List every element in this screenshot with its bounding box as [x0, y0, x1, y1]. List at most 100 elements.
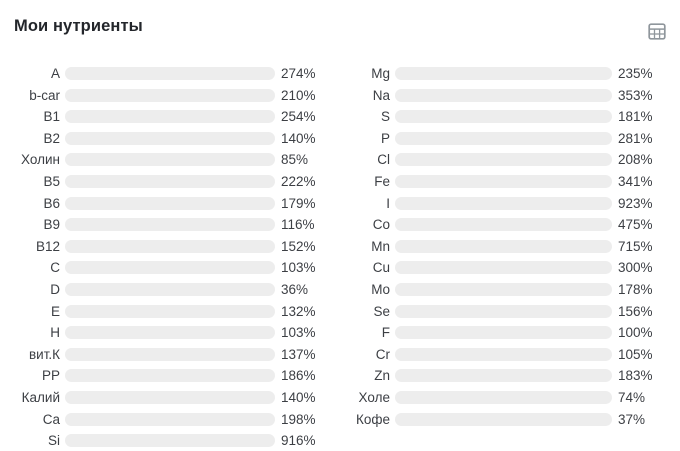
- bar-label: C: [50, 260, 60, 276]
- bar-row: E 132%: [10, 303, 327, 319]
- bar-label: D: [50, 281, 60, 297]
- bar-label: Cr: [375, 346, 390, 362]
- bar-row: Zn 183%: [340, 368, 664, 384]
- bar-track: [395, 282, 612, 296]
- bar-track: [395, 131, 612, 145]
- bar-value: 181%: [618, 109, 653, 125]
- bar-row: Cu 300%: [340, 260, 664, 276]
- bar-value: 140%: [281, 389, 316, 405]
- bar-track: [395, 239, 612, 253]
- bar-row: Mo 178%: [340, 281, 664, 297]
- table-view-button[interactable]: [646, 21, 668, 42]
- bar-row: Cl 208%: [340, 152, 664, 168]
- bar-value: 235%: [618, 66, 653, 81]
- bar-row: b-car 210%: [10, 87, 327, 103]
- bar-label: b-car: [29, 87, 60, 103]
- bar-track: [395, 174, 612, 188]
- bar-row: Кофе 37%: [340, 411, 664, 427]
- bar-label: Mo: [371, 281, 390, 297]
- bar-row: Cr 105%: [340, 346, 664, 362]
- bar-value: 103%: [281, 325, 316, 341]
- bar-row: Калий 140%: [10, 389, 327, 405]
- bar-value: 37%: [618, 411, 646, 427]
- bar-row: Na 353%: [340, 87, 664, 103]
- bar-label: Холин: [21, 152, 60, 168]
- bar-label: B1: [43, 109, 60, 125]
- bar-value: 36%: [281, 281, 309, 297]
- bar-track: [395, 110, 612, 124]
- bar-column-right: Mg 235% Na 353% S 181% P 281% Cl 208% Fe: [340, 67, 664, 447]
- bar-value: 715%: [618, 238, 653, 254]
- bar-label: I: [386, 195, 390, 211]
- bar-label: Cu: [372, 260, 390, 276]
- bar-track: [395, 347, 612, 361]
- bar-value: 186%: [281, 368, 316, 384]
- bar-track: [395, 153, 612, 167]
- bar-track: [395, 412, 612, 426]
- bar-label: Zn: [374, 368, 390, 384]
- bar-row: Fe 341%: [340, 173, 664, 189]
- bar-track: [65, 390, 275, 404]
- bar-value: 281%: [618, 130, 653, 146]
- bar-row: Se 156%: [340, 303, 664, 319]
- bar-track: [65, 239, 275, 253]
- table-icon: [648, 23, 666, 43]
- bar-row: Ca 198%: [10, 411, 327, 427]
- bar-label: Ca: [42, 411, 60, 427]
- bar-row: S 181%: [340, 109, 664, 125]
- bar-value: 178%: [618, 281, 653, 297]
- bar-row: Co 475%: [340, 218, 664, 232]
- bar-label: F: [381, 325, 390, 341]
- bar-track: [65, 196, 275, 210]
- bar-row: B9 116%: [10, 217, 327, 233]
- bar-value: 300%: [618, 260, 653, 276]
- bar-track: [65, 347, 275, 361]
- bar-label: E: [50, 303, 60, 319]
- bar-row: PP 186%: [10, 368, 327, 384]
- bar-track: [65, 110, 275, 124]
- bar-label: B2: [43, 130, 60, 146]
- bar-label: PP: [41, 368, 60, 384]
- bar-label: S: [380, 109, 390, 125]
- bar-track: [395, 261, 612, 275]
- bar-value: 103%: [281, 260, 316, 276]
- bar-track: [395, 304, 612, 318]
- bar-row: B12 152%: [10, 238, 327, 254]
- bar-label: Cl: [377, 152, 390, 168]
- bar-label: B6: [43, 195, 60, 211]
- bar-row: B5 222%: [10, 174, 327, 189]
- bar-label: P: [380, 130, 390, 146]
- bar-value: 274%: [281, 66, 316, 81]
- bar-track: [395, 218, 612, 232]
- bar-value: 179%: [281, 195, 316, 211]
- bar-value: 137%: [281, 346, 316, 362]
- bar-track: [65, 67, 275, 80]
- bar-track: [65, 369, 275, 383]
- card-header: Мои нутриенты: [0, 0, 680, 42]
- bar-label: Se: [373, 303, 390, 319]
- bar-row: Si 916%: [10, 434, 327, 448]
- bar-row: Mn 715%: [340, 238, 664, 254]
- bar-label: B12: [35, 238, 60, 254]
- bar-label: A: [50, 66, 60, 81]
- bar-row: Mg 235%: [340, 66, 664, 81]
- bar-value: 156%: [618, 303, 653, 319]
- bar-value: 85%: [281, 152, 309, 168]
- bar-label: Калий: [21, 389, 60, 405]
- bar-track: [65, 304, 275, 318]
- bar-row: B6 179%: [10, 195, 327, 211]
- bar-value: 116%: [281, 217, 315, 233]
- bar-value: 105%: [618, 346, 653, 362]
- bar-track: [65, 326, 275, 340]
- bar-value: 198%: [281, 411, 316, 427]
- bar-row: Холин 85%: [10, 152, 327, 168]
- bar-track: [395, 390, 612, 404]
- bar-track: [65, 88, 275, 102]
- bar-value: 353%: [618, 87, 653, 103]
- bar-value: 341%: [618, 173, 653, 189]
- bar-row: A 274%: [10, 66, 327, 81]
- bar-value: 210%: [281, 87, 316, 103]
- bar-track: [65, 174, 275, 188]
- bar-track: [65, 131, 275, 145]
